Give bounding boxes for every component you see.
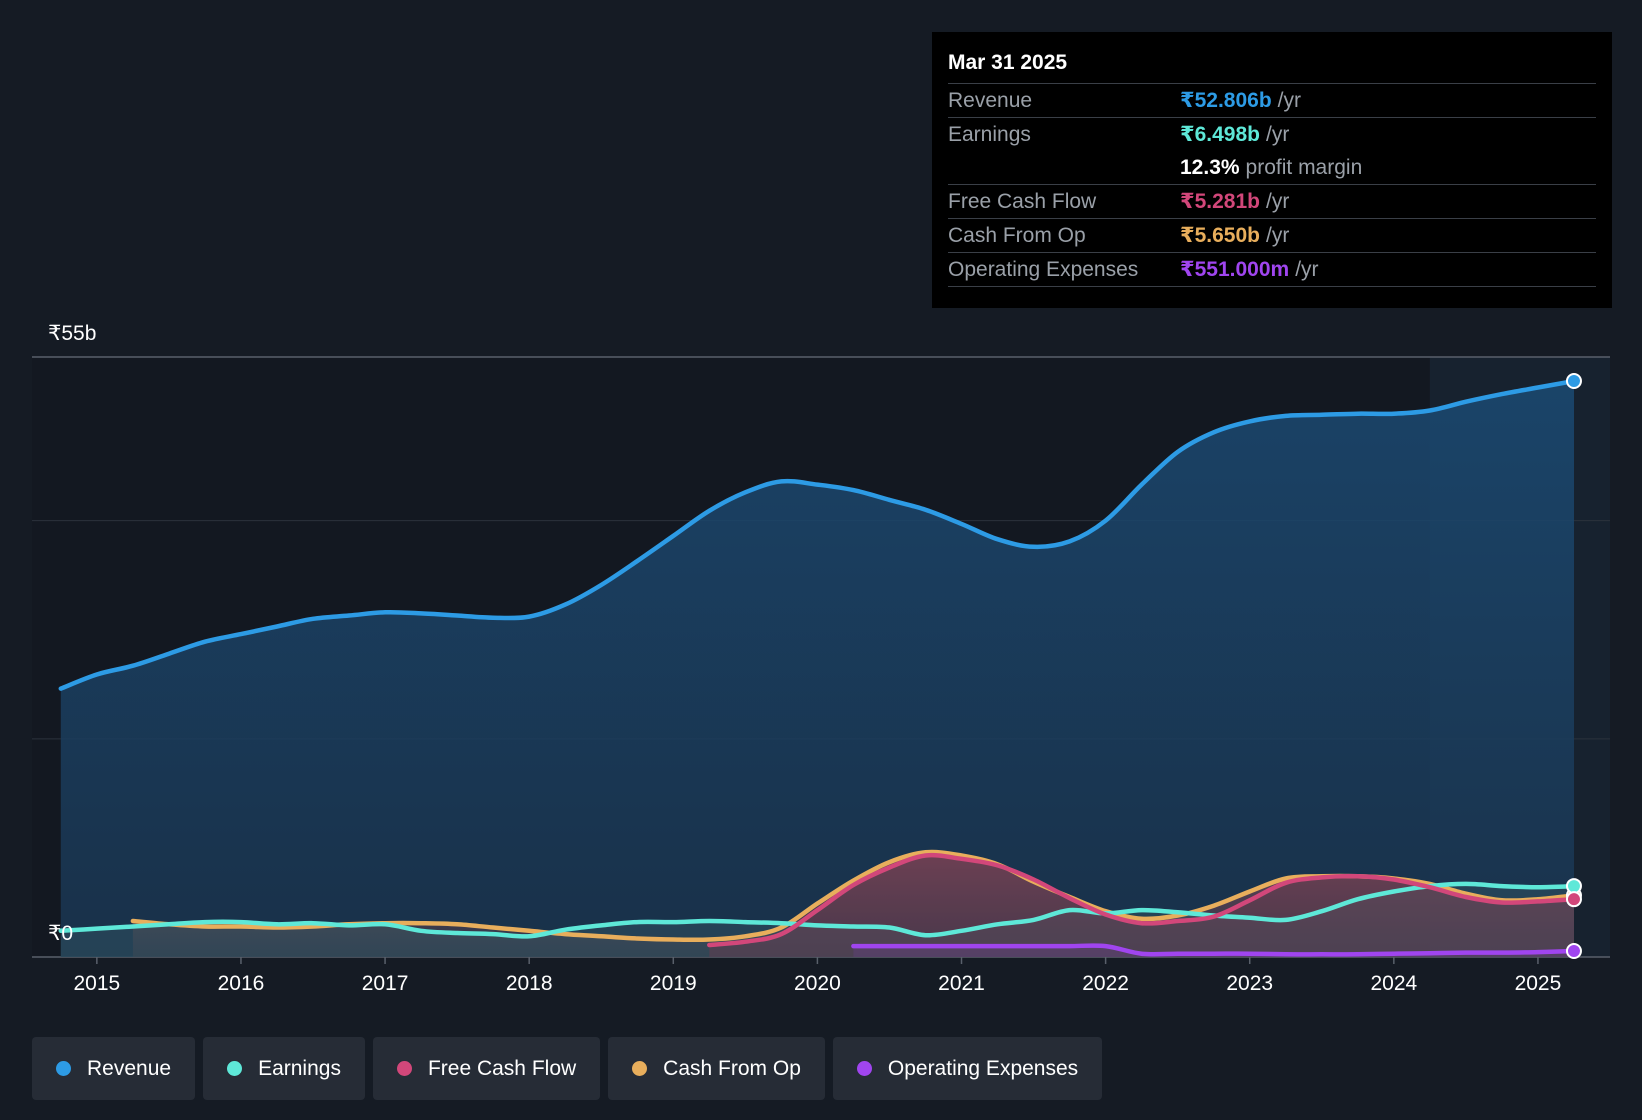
tooltip-label: Cash From Op [948,224,1086,247]
tooltip-suffix: /yr [1295,258,1319,281]
revenue-area [60,381,1574,957]
x-tick-label: 2025 [1515,972,1562,995]
tooltip-date: Mar 31 2025 [948,48,1596,84]
tooltip-row-cash-from-op: Cash From Op ₹5.650b /yr [948,219,1596,253]
tooltip-value: ₹551.000m [1180,258,1290,281]
legend-item-free-cash-flow[interactable]: Free Cash Flow [372,1037,601,1100]
profit-margin-value: 12.3% [1180,156,1240,179]
revenue-end-point [1565,373,1582,389]
earnings-line [58,881,1577,939]
free-cash-flow-end-point [1565,891,1582,908]
tooltip-label-empty [948,151,1180,184]
free-cash-flow-area [709,855,1574,957]
earnings-area [60,883,1574,957]
operating-expenses-line [851,943,1577,957]
x-tick-label: 2023 [1226,972,1273,995]
tooltip-row-operating-expenses: Operating Expenses ₹551.000m /yr [948,253,1596,287]
legend-label: Revenue [87,1056,172,1080]
tooltip-label: Revenue [948,89,1033,112]
tooltip-suffix: /yr [1277,89,1301,112]
cash-from-op-area [132,852,1574,957]
tooltip-label: Operating Expenses [948,258,1139,281]
legend-item-cash-from-op[interactable]: Cash From Op [608,1037,825,1100]
earnings-dot-icon [227,1061,243,1076]
legend-label: Cash From Op [663,1056,801,1080]
cash-from-op-dot-icon [632,1061,648,1076]
legend-label: Free Cash Flow [427,1056,577,1080]
legend-item-revenue[interactable]: Revenue [32,1037,196,1100]
free-cash-flow-line [707,852,1577,948]
tooltip-row-free-cash-flow: Free Cash Flow ₹5.281b /yr [948,185,1596,219]
x-tick-label: 2016 [218,972,265,995]
tooltip-value: ₹5.281b [1180,190,1260,213]
revenue-line [58,378,1577,691]
tooltip-value: ₹6.498b [1180,123,1260,146]
operating-expenses-dot-icon [856,1061,872,1076]
tooltip-row-profit-margin: 12.3% profit margin [948,151,1596,185]
legend-label: Earnings [258,1056,341,1080]
chart-legend: Revenue Earnings Free Cash Flow Cash Fro… [32,1037,1103,1100]
tooltip-suffix: /yr [1266,190,1290,213]
y-axis-top-label: ₹55b [48,322,96,345]
x-tick-label: 2024 [1370,972,1417,995]
tooltip-label: Free Cash Flow [948,190,1097,213]
profit-margin-label: profit margin [1245,156,1363,179]
tooltip-suffix: /yr [1266,123,1290,146]
tooltip-panel: Mar 31 2025 Revenue ₹52.806b /yr Earning… [932,32,1612,308]
x-tick-label: 2015 [73,972,120,995]
legend-label: Operating Expenses [887,1056,1079,1080]
revenue-dot-icon [56,1061,71,1076]
free-cash-flow-dot-icon [396,1061,412,1076]
x-tick-label: 2020 [794,972,841,995]
tooltip-value: ₹5.650b [1180,224,1260,247]
tooltip-row-earnings: Earnings ₹6.498b /yr [948,118,1596,151]
x-tick-label: 2017 [362,972,409,995]
x-tick-label: 2019 [650,972,697,995]
tooltip-row-revenue: Revenue ₹52.806b /yr [948,84,1596,118]
tooltip-suffix: /yr [1266,224,1290,247]
x-tick-label: 2022 [1082,972,1129,995]
legend-item-earnings[interactable]: Earnings [203,1037,365,1100]
tooltip-label: Earnings [948,123,1031,146]
y-axis-zero-label: ₹0 [48,922,73,945]
x-tick-label: 2018 [506,972,553,995]
legend-item-operating-expenses[interactable]: Operating Expenses [832,1037,1103,1100]
x-tick-label: 2021 [938,972,985,995]
tooltip-value: ₹52.806b [1180,89,1272,112]
operating-expenses-end-point [1565,943,1582,959]
earnings-end-point [1565,878,1582,895]
